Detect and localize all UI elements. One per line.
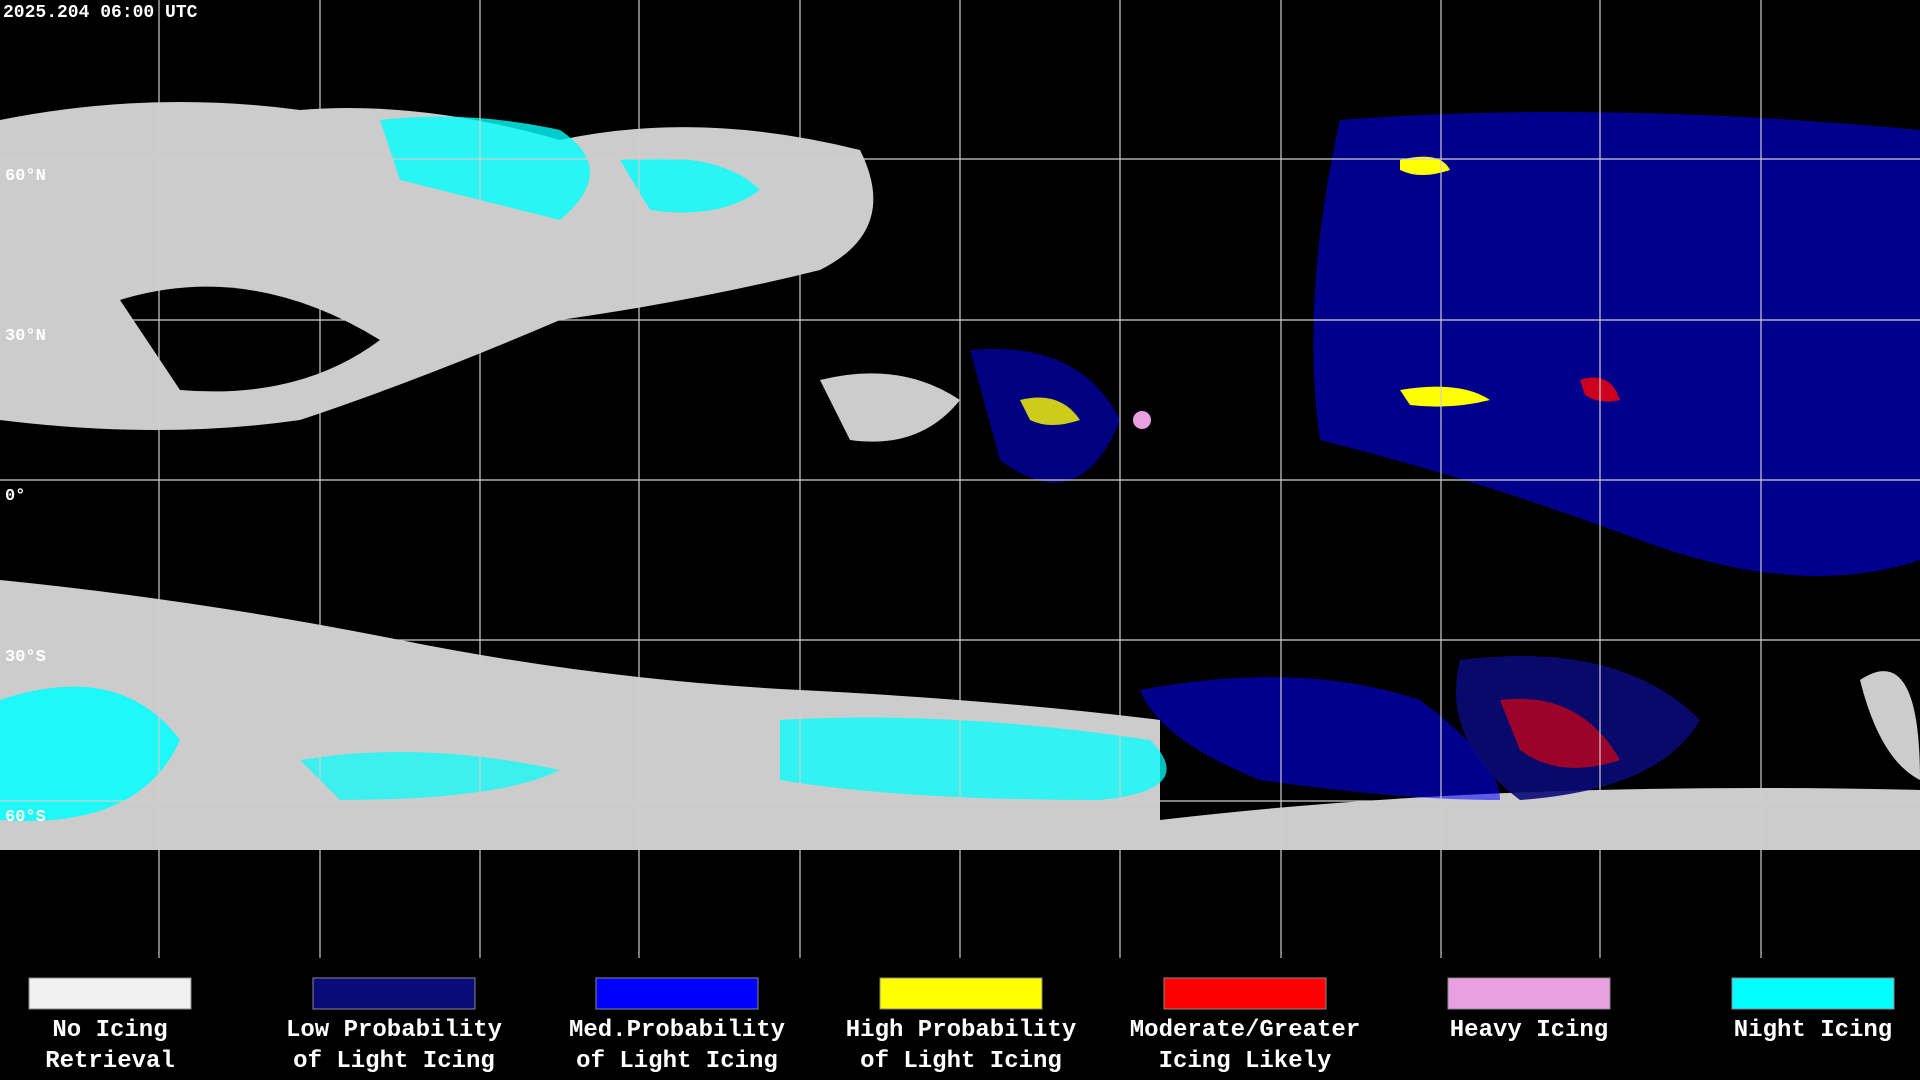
legend-label: Icing Likely bbox=[1159, 1048, 1332, 1075]
legend-swatch bbox=[312, 977, 476, 1010]
legend-label: Night Icing bbox=[1734, 1017, 1892, 1044]
legend-swatch bbox=[879, 977, 1043, 1010]
latitude-label: 0° bbox=[5, 487, 25, 506]
legend-label: Heavy Icing bbox=[1450, 1017, 1608, 1044]
cloud-fields bbox=[0, 102, 1920, 850]
legend-swatch bbox=[1163, 977, 1327, 1010]
latitude-label: 30°S bbox=[5, 648, 46, 667]
legend-label: of Light Icing bbox=[860, 1048, 1062, 1075]
latitude-label: 60°S bbox=[5, 808, 46, 827]
legend-swatch bbox=[595, 977, 759, 1010]
legend: No Icing Retrieval Low Probability of Light… bbox=[28, 977, 1895, 1075]
legend-label: High Probability bbox=[846, 1017, 1076, 1044]
graticule bbox=[0, 0, 1920, 958]
legend-label: Moderate/Greater bbox=[1130, 1017, 1360, 1044]
legend-swatch bbox=[28, 977, 192, 1010]
legend-swatch bbox=[1447, 977, 1611, 1010]
timestamp: 2025.204 06:00 UTC bbox=[3, 3, 198, 23]
legend-label: Med.Probability bbox=[569, 1017, 785, 1044]
legend-label: of Light Icing bbox=[576, 1048, 778, 1075]
latitude-label: 30°N bbox=[5, 327, 46, 346]
legend-swatch bbox=[1731, 977, 1895, 1010]
legend-label: No Icing bbox=[52, 1017, 167, 1044]
legend-label: of Light Icing bbox=[293, 1048, 495, 1075]
legend-label: Retrieval bbox=[45, 1048, 175, 1075]
legend-label: Low Probability bbox=[286, 1017, 502, 1044]
latitude-label: 60°N bbox=[5, 167, 46, 186]
